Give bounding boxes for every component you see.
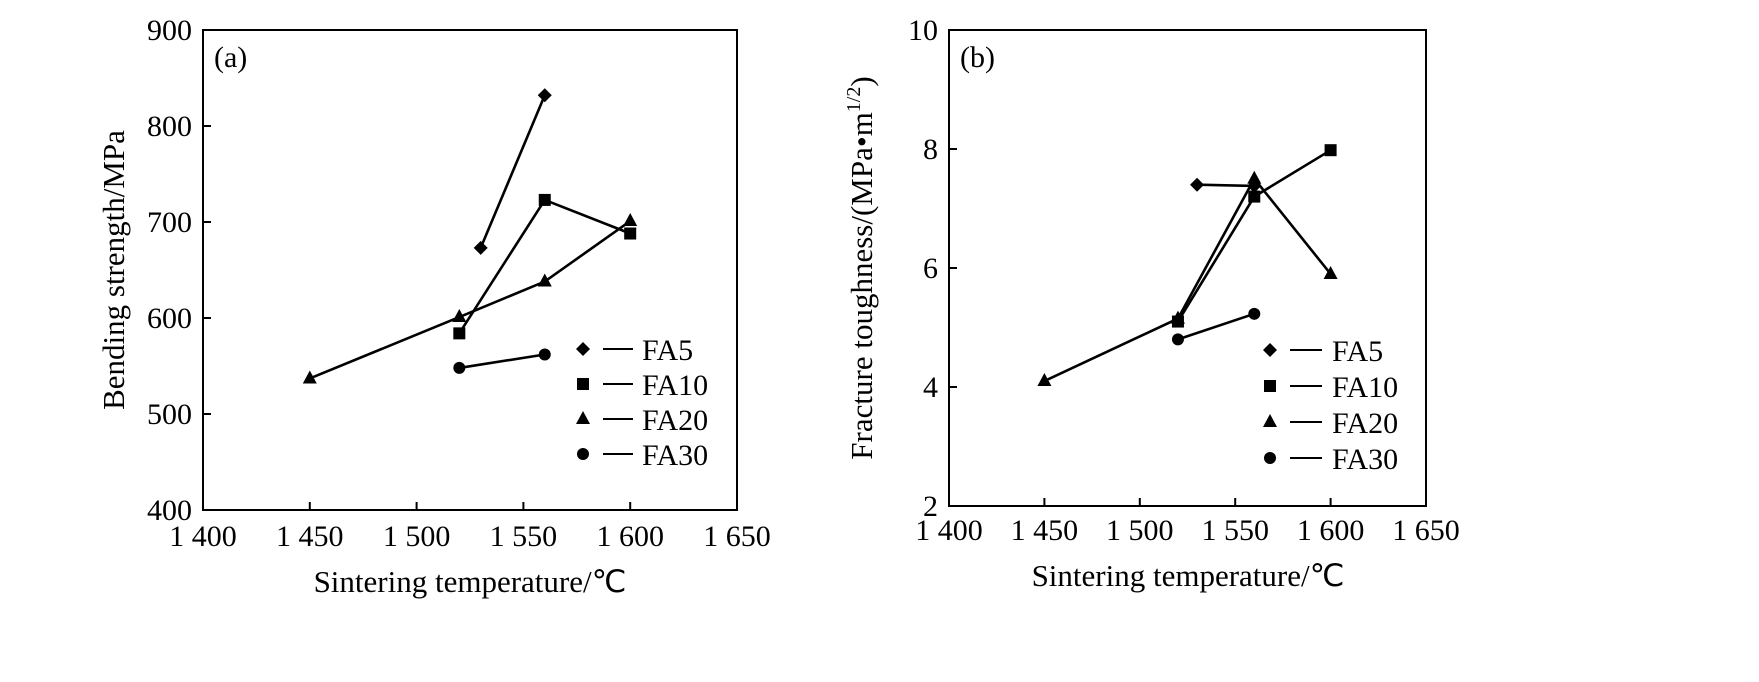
legend-marker-fa10-b xyxy=(1264,380,1276,392)
data-point-fa5-a xyxy=(473,240,488,255)
y-tick-label-b: 6 xyxy=(923,252,938,285)
x-tick-label-b: 1 650 xyxy=(1392,514,1460,547)
data-point-fa20-b xyxy=(1247,170,1262,184)
legend-label-fa10-a: FA10 xyxy=(642,369,708,402)
legend-label-fa30-b: FA30 xyxy=(1332,443,1398,476)
legend-label-fa10-b: FA10 xyxy=(1332,371,1398,404)
legend-label-fa5-a: FA5 xyxy=(642,334,693,367)
plot-frame-a xyxy=(202,29,738,511)
y-tick-label-a: 400 xyxy=(147,494,192,527)
x-tick-label-a: 1 400 xyxy=(169,520,237,553)
x-tick-label-b: 1 500 xyxy=(1106,514,1174,547)
series-line-fa20-a xyxy=(309,219,631,380)
y-axis-label-a: Bending strength/MPa xyxy=(96,130,131,410)
x-tick-label-a: 1 500 xyxy=(383,520,451,553)
x-tick-label-b: 1 550 xyxy=(1201,514,1269,547)
series-line-fa10-a xyxy=(458,198,631,335)
series-group-a xyxy=(302,88,638,384)
legend-marker-fa20-a xyxy=(576,411,590,424)
series-line-fa30-a xyxy=(459,353,545,370)
data-point-fa20-a xyxy=(623,213,638,227)
y-axis-label-b-sup: 1/2 xyxy=(843,87,865,113)
x-tick-label-a: 1 650 xyxy=(703,520,771,553)
data-point-fa30-b xyxy=(1171,333,1184,346)
x-tick-label-a: 1 600 xyxy=(596,520,664,553)
y-axis-label-b-suffix: ) xyxy=(844,76,879,86)
x-axis-label-b: Sintering temperature/℃ xyxy=(1032,558,1345,593)
data-point-fa20-b xyxy=(1037,373,1052,387)
chart-panel-b: (b) Sintering temperature/℃ Fracture tou… xyxy=(843,14,1460,593)
series-line-fa5-a xyxy=(479,94,546,249)
y-tick-label-a: 800 xyxy=(147,110,192,143)
legend-marker-fa30-a xyxy=(577,448,589,460)
data-point-fa10-b xyxy=(1248,190,1261,203)
panel-label-a: (a) xyxy=(214,41,247,74)
series-line-fa30-b xyxy=(1177,312,1255,341)
data-point-fa20-a xyxy=(302,370,317,384)
data-point-fa10-a xyxy=(538,193,551,206)
series-line-fa20-b xyxy=(1043,176,1332,383)
y-tick-label-b: 4 xyxy=(923,371,938,404)
data-point-fa20-a xyxy=(537,273,552,287)
y-tick-label-a: 500 xyxy=(147,398,192,431)
series-group-b xyxy=(1037,144,1338,387)
axis-ticks-a: 1 400 1 450 1 500 1 550 1 600 1 650 400 500 600 7… xyxy=(147,14,771,553)
legend-marker-fa5-a xyxy=(576,342,590,356)
x-tick-label-a: 1 450 xyxy=(276,520,344,553)
y-tick-label-b: 10 xyxy=(908,14,938,47)
chart-panel-a: (a) Sintering temperature/℃ Bending stre… xyxy=(96,14,771,599)
y-axis-label-b-main: Fracture toughness/(MPa•m xyxy=(844,112,879,460)
legend-label-fa30-a: FA30 xyxy=(642,439,708,472)
data-point-fa20-b xyxy=(1170,310,1185,324)
legend-marker-fa5-b xyxy=(1263,343,1277,357)
y-axis-label-b: Fracture toughness/(MPa•m1/2) xyxy=(843,76,879,459)
y-tick-label-a: 600 xyxy=(147,302,192,335)
data-point-fa20-b xyxy=(1323,265,1338,279)
data-point-fa5-a xyxy=(537,88,552,103)
data-point-fa5-b xyxy=(1190,177,1205,192)
data-point-fa30-b xyxy=(1248,307,1261,320)
x-tick-label-b: 1 600 xyxy=(1297,514,1365,547)
legend-label-fa20-a: FA20 xyxy=(642,404,708,437)
x-tick-label-b: 1 400 xyxy=(915,514,983,547)
x-axis-label-a: Sintering temperature/℃ xyxy=(314,564,627,599)
data-point-fa10-a xyxy=(624,227,637,240)
x-tick-label-b: 1 450 xyxy=(1011,514,1079,547)
data-point-fa20-a xyxy=(452,309,467,323)
data-point-fa30-a xyxy=(538,348,551,361)
legend-label-fa5-b: FA5 xyxy=(1332,335,1383,368)
data-point-fa30-a xyxy=(453,361,466,374)
legend-marker-fa30-b xyxy=(1264,452,1276,464)
data-point-fa10-b xyxy=(1324,144,1337,157)
axis-ticks-b: 1 400 1 450 1 500 1 550 1 600 1 650 2 4 6 8 10 xyxy=(908,14,1460,547)
y-tick-label-b: 8 xyxy=(923,133,938,166)
y-tick-label-a: 700 xyxy=(147,206,192,239)
x-tick-label-a: 1 550 xyxy=(490,520,558,553)
legend-marker-fa10-a xyxy=(577,378,589,390)
panel-label-b: (b) xyxy=(960,41,995,74)
y-tick-label-a: 900 xyxy=(147,14,192,47)
series-line-fa5-b xyxy=(1197,183,1255,188)
data-point-fa10-a xyxy=(453,327,466,340)
legend-marker-fa20-b xyxy=(1263,414,1277,427)
legend-label-fa20-b: FA20 xyxy=(1332,407,1398,440)
y-tick-label-b: 2 xyxy=(923,490,938,523)
